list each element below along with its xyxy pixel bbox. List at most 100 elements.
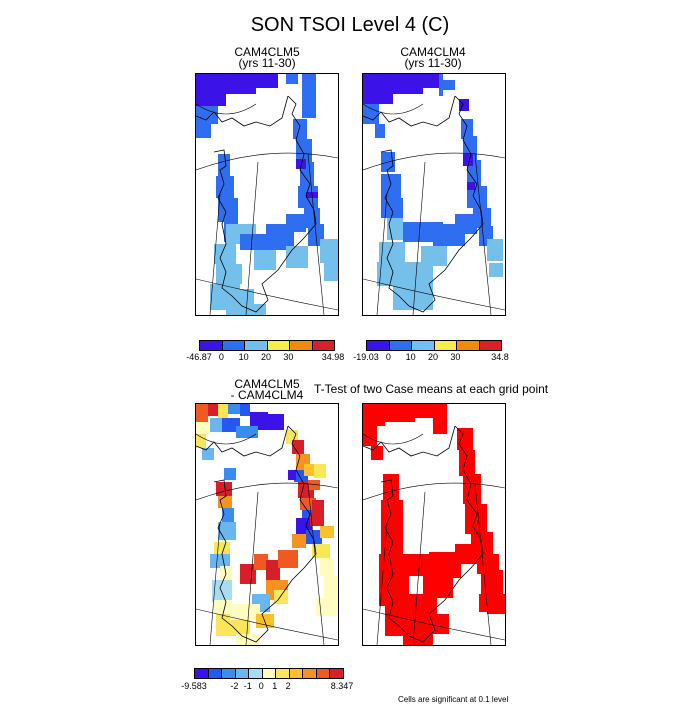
colorbar-cam4clm4 [366, 340, 502, 351]
grid-cell [310, 514, 324, 526]
colorbar-swatch [290, 341, 313, 350]
panel-title-top-left-line1: CAM4CLM5 [234, 45, 300, 59]
grid-cell [236, 426, 258, 438]
graticule-line [363, 103, 424, 115]
grid-cell [296, 159, 306, 169]
colorbar-swatch [267, 341, 290, 350]
grid-cell [393, 284, 433, 310]
graticule-line [376, 523, 388, 645]
grid-cell [240, 404, 250, 416]
graticule-line [363, 433, 424, 445]
grid-cell [381, 500, 403, 528]
grid-cell [465, 504, 487, 534]
panel-title-top-right: CAM4CLM4 (yrs 11-30) [362, 46, 504, 70]
grid-cell [196, 74, 226, 106]
grid-cell [218, 289, 254, 309]
grid-cell [226, 74, 256, 94]
grid-cell [236, 634, 260, 645]
grid-cell [479, 594, 487, 612]
grid-cell [254, 554, 268, 570]
grid-cell [421, 246, 447, 266]
colorbar-label: 2 [285, 681, 291, 691]
panel-title-top-right-line2: (yrs 11-30) [404, 56, 462, 70]
colorbar-swatch [262, 669, 277, 678]
grid-cell [363, 104, 379, 124]
grid-cell [304, 464, 314, 476]
grid-cell [210, 554, 230, 568]
colorbar-swatch [330, 669, 344, 678]
graticule-line [363, 482, 505, 501]
grid-cell [196, 434, 206, 448]
grid-cell [467, 186, 487, 208]
graticule-line [412, 161, 426, 315]
colorbar-label: -9.583 [181, 681, 207, 691]
grid-cell [196, 422, 210, 434]
colorbar-label: -2 [230, 681, 239, 691]
coastline [380, 425, 484, 643]
grid-cell [216, 482, 232, 496]
grid-cell [293, 119, 307, 139]
colorbar-label: -46.87 [186, 352, 212, 362]
grid-cell [292, 534, 306, 548]
graticule-line [412, 491, 426, 645]
panel-title-top-left-line2: (yrs 11-30) [238, 56, 296, 70]
grid-cell [266, 560, 280, 580]
colorbar-swatch [312, 341, 334, 350]
grid-cell [286, 246, 308, 268]
grid-cell [423, 576, 453, 598]
grid-cell [302, 510, 312, 520]
grid-cell [403, 262, 433, 284]
grid-cell [286, 214, 306, 232]
panel-title-bottom-right: T-Test of two Case means at each grid po… [314, 382, 549, 396]
grid-cell [459, 450, 475, 476]
colorbar-swatch [303, 669, 317, 678]
colorbar-label: 30 [283, 352, 294, 362]
colorbar-label: 0 [218, 352, 224, 362]
graticule-line [363, 152, 505, 171]
grid-cell [471, 532, 493, 556]
colorbar-swatch [222, 669, 236, 678]
grid-cell [387, 218, 403, 240]
grid-cell [385, 404, 415, 422]
grid-cell [240, 564, 256, 584]
grid-cell [363, 426, 377, 446]
grid-cell [196, 124, 211, 138]
grid-cell [278, 550, 298, 568]
grid-cell [214, 244, 236, 264]
panel-title-bottom-left-line1: CAM4CLM5 [234, 377, 300, 391]
colorbar-label: 1 [272, 681, 278, 691]
grid-cell [268, 414, 284, 430]
panel-title-top-left: CAM4CLM5 (yrs 11-30) [196, 45, 338, 70]
grid-cell [254, 250, 276, 270]
graticule-line [196, 433, 257, 445]
coastline-north [363, 95, 456, 127]
colorbar-difference [194, 668, 344, 679]
grid-cell [218, 522, 236, 540]
grid-cell [481, 570, 503, 596]
coastline [213, 425, 317, 643]
colorbar-label: 0 [258, 681, 264, 691]
grid-cell [218, 496, 232, 508]
colorbar-cam4clm5 [199, 340, 335, 351]
map-panel-difference [195, 403, 339, 646]
coastline [213, 95, 317, 313]
colorbar-swatch [434, 341, 457, 350]
grid-cell [228, 404, 240, 414]
colorbar-swatch [195, 669, 209, 678]
grid-cell [210, 418, 222, 432]
grid-cell [379, 242, 405, 262]
grid-cell [375, 124, 385, 138]
map-panel-cam4clm5 [195, 73, 339, 316]
grid-cell [308, 480, 320, 490]
colorbar-swatch [389, 341, 412, 350]
graticule-line [474, 483, 492, 645]
colorbar-label: 34.98 [321, 352, 345, 362]
grid-cell [371, 446, 383, 460]
grid-cell [383, 474, 399, 500]
colorbar-label: 10 [405, 352, 416, 362]
grid-cell [312, 544, 330, 558]
grid-cell [216, 176, 234, 198]
grid-cell [222, 508, 234, 522]
grid-cell [218, 404, 228, 418]
colorbar-label: -1 [243, 681, 252, 691]
